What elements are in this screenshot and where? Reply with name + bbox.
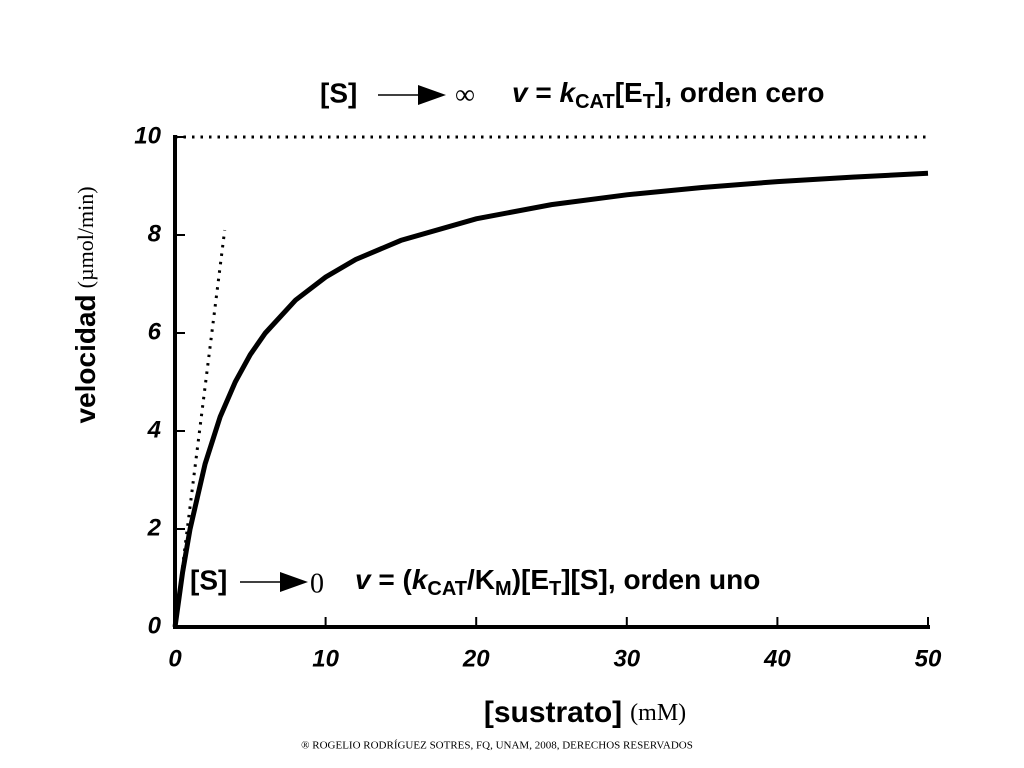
x-tick-label: 0 — [168, 645, 182, 672]
text: [E — [615, 77, 643, 108]
x-axis-label: [sustrato] (mM) — [484, 696, 686, 729]
dotted-line — [173, 229, 227, 628]
text: ], orden cero — [655, 77, 825, 108]
text: k — [560, 77, 577, 108]
y-axis-label: velocidad (µmol/min) — [70, 186, 101, 423]
y-tick-label: 4 — [147, 416, 161, 443]
y-tick-label: 2 — [147, 514, 162, 541]
subscript: CAT — [575, 91, 615, 113]
annotation-target: ∞ — [455, 79, 475, 110]
annotation-target: 0 — [310, 568, 324, 599]
x-tick-label: 30 — [613, 645, 640, 672]
arrow-head — [280, 572, 308, 592]
text: = — [528, 77, 560, 108]
text: ][S], orden uno — [561, 564, 760, 595]
subscript: CAT — [427, 578, 467, 600]
x-tick-label: 10 — [312, 645, 339, 672]
text: v — [355, 564, 372, 595]
annotation-limit: [S] — [190, 564, 227, 595]
text: v — [512, 77, 529, 108]
x-tick-label: 40 — [763, 645, 791, 672]
y-tick-label: 0 — [148, 612, 162, 639]
subscript: T — [549, 578, 561, 600]
subscript: T — [643, 91, 655, 113]
text: k — [412, 564, 429, 595]
text: )[E — [512, 564, 549, 595]
text: velocidad — [70, 294, 101, 423]
annotation-formula: v = (kCAT/KM)[ET][S], orden uno — [355, 564, 760, 600]
y-tick-label: 8 — [148, 220, 162, 247]
y-tick-label: 6 — [148, 318, 162, 345]
annotation-formula: v = kCAT[ET], orden cero — [512, 77, 825, 113]
x-tick-label: 50 — [915, 645, 942, 672]
subscript: M — [495, 578, 512, 600]
footer: ® ROGELIO RODRÍGUEZ SOTRES, FQ, UNAM, 20… — [301, 740, 693, 752]
text: (µmol/min) — [73, 186, 98, 288]
text: (mM) — [630, 700, 686, 726]
y-tick-label: 10 — [134, 122, 161, 149]
x-tick-label: 20 — [462, 645, 490, 672]
text: /K — [467, 564, 495, 595]
text: [sustrato] — [484, 696, 622, 729]
arrow-head — [418, 85, 446, 105]
text: = ( — [371, 564, 413, 595]
annotation-limit: [S] — [320, 77, 357, 108]
curve — [172, 170, 929, 628]
